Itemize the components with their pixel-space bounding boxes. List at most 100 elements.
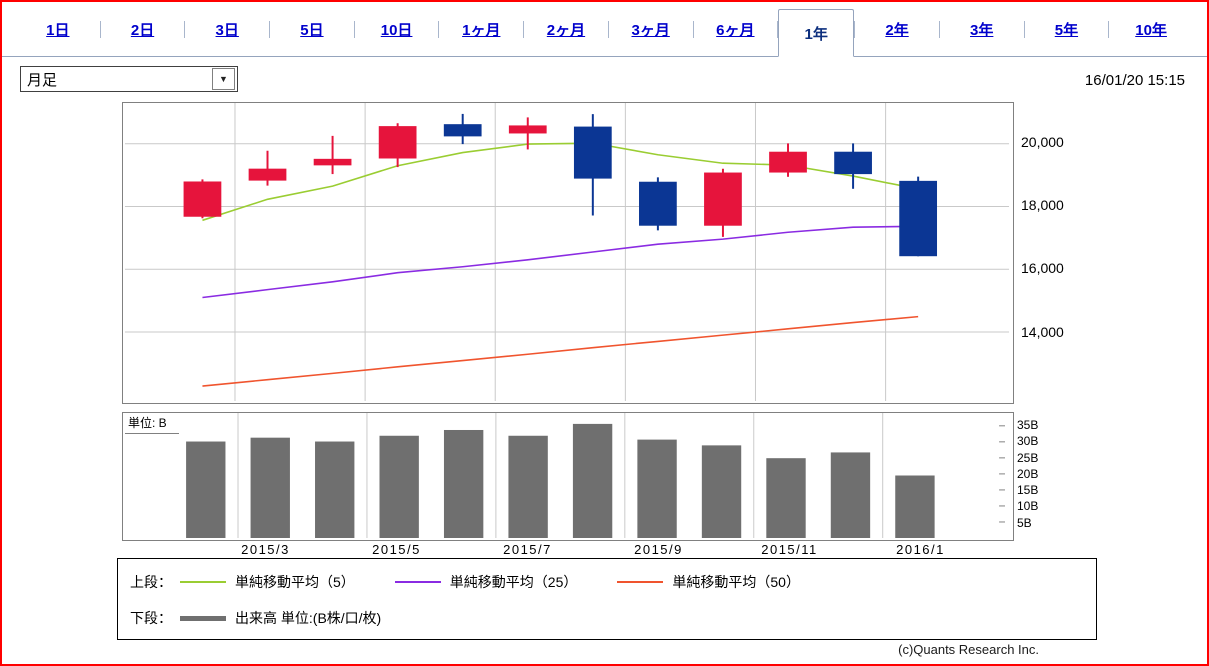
tab-separator — [353, 20, 355, 38]
tab-label: 3年 — [970, 21, 994, 39]
tab-label: 1日 — [46, 21, 70, 39]
volume-chart-canvas — [186, 413, 1005, 538]
volume-bar — [508, 435, 548, 538]
legend-box: 上段： 単純移動平均（5） 単純移動平均（25） 単純移動平均（50） 下段： 出来… — [117, 558, 1097, 640]
tab-separator — [777, 20, 779, 38]
tab-10年[interactable]: 10年 — [1109, 2, 1193, 56]
volume-axis-label: 15B — [1017, 483, 1039, 498]
x-axis-label: 2015/7 — [503, 542, 552, 557]
chart-type-selected-value: 月足 — [27, 71, 58, 89]
tab-label: 1ヶ月 — [462, 21, 501, 39]
volume-bar — [895, 475, 935, 538]
legend-item-label: 単純移動平均（25） — [449, 574, 578, 590]
tab-5年[interactable]: 5年 — [1025, 2, 1109, 56]
volume-bar — [637, 439, 677, 538]
tab-label: 6ヶ月 — [716, 21, 755, 39]
tab-separator — [1023, 20, 1025, 38]
price-y-axis: 20,000 18,000 16,000 14,000 — [1021, 102, 1091, 402]
candle-body — [378, 126, 417, 159]
price-chart-panel — [122, 102, 1014, 404]
volume-bar — [250, 437, 290, 538]
candle-body — [899, 180, 938, 257]
tab-separator — [607, 20, 609, 38]
legend-item: 単純移動平均（50） — [617, 572, 800, 592]
tab-3ヶ月[interactable]: 3ヶ月 — [609, 2, 693, 56]
tab-separator — [938, 20, 940, 38]
legend-line-sample — [180, 581, 226, 583]
tab-2ヶ月[interactable]: 2ヶ月 — [524, 2, 608, 56]
volume-bar — [572, 423, 613, 538]
tab-10日[interactable]: 10日 — [355, 2, 439, 56]
tab-label: 1年 — [804, 25, 828, 43]
tab-label: 3ヶ月 — [631, 21, 670, 39]
legend-line-sample — [617, 581, 664, 583]
tab-label: 2ヶ月 — [546, 21, 586, 39]
quote-timestamp: 16/01/20 15:15 — [1084, 72, 1185, 89]
tab-separator — [184, 20, 186, 38]
price-axis-label: 20,000 — [1021, 134, 1064, 151]
tab-separator — [269, 20, 271, 38]
tab-1ヶ月[interactable]: 1ヶ月 — [439, 2, 523, 56]
legend-item-label: 単純移動平均（5） — [235, 574, 355, 590]
x-axis: 2015/3 2015/5 2015/7 2015/9 2015/11 2016/1 — [122, 542, 1012, 560]
volume-unit-label: 単位: B — [125, 414, 179, 434]
tab-3年[interactable]: 3年 — [940, 2, 1024, 56]
tab-separator — [692, 20, 694, 38]
volume-axis-label: 20B — [1017, 466, 1039, 481]
tab-5日[interactable]: 5日 — [270, 2, 354, 56]
volume-axis-label: 30B — [1017, 434, 1039, 449]
volume-bar — [830, 452, 871, 538]
legend-item: 出来高 単位:(B株/口/枚) — [180, 608, 381, 628]
tab-1年[interactable]: 1年 — [778, 9, 855, 57]
chevron-down-icon: ▼ — [219, 74, 228, 84]
tab-separator — [438, 20, 440, 38]
chart-type-select[interactable]: 月足 ▼ — [20, 66, 238, 92]
legend-item: 単純移動平均（5） — [180, 572, 355, 592]
candle-body — [639, 181, 677, 226]
volume-bar — [186, 441, 226, 538]
tab-1日[interactable]: 1日 — [16, 2, 100, 56]
volume-axis-label: 35B — [1017, 418, 1039, 433]
price-axis-label: 18,000 — [1021, 197, 1064, 214]
price-axis-label: 16,000 — [1021, 260, 1064, 277]
tab-label: 2日 — [130, 21, 155, 39]
copyright: (c)Quants Research Inc. — [898, 642, 1039, 657]
x-axis-label: 2015/9 — [634, 542, 683, 557]
volume-bar — [443, 429, 484, 538]
legend-upper-row: 上段： 単純移動平均（5） 単純移動平均（25） 単純移動平均（50） — [130, 570, 1096, 594]
price-chart-canvas — [124, 103, 1010, 401]
tab-6ヶ月[interactable]: 6ヶ月 — [694, 2, 778, 56]
tab-2日[interactable]: 2日 — [101, 2, 185, 56]
candle-body — [769, 151, 807, 173]
volume-bar — [701, 445, 742, 538]
legend-item-label: 単純移動平均（50） — [672, 574, 800, 590]
legend-item: 単純移動平均（25） — [394, 572, 578, 592]
tab-label: 10年 — [1135, 21, 1167, 39]
sma-line — [202, 142, 919, 222]
x-axis-label: 2015/5 — [372, 542, 421, 557]
volume-axis-label: 5B — [1017, 515, 1032, 530]
tab-3日[interactable]: 3日 — [185, 2, 269, 56]
candle-body — [704, 172, 742, 226]
candle-body — [573, 126, 612, 179]
tab-label: 10日 — [380, 21, 413, 39]
x-axis-label: 2016/1 — [896, 542, 945, 557]
volume-y-axis: 35B 30B 25B 20B 15B 10B 5B — [1017, 412, 1077, 539]
volume-axis-label: 10B — [1017, 499, 1039, 514]
volume-bar — [379, 435, 419, 538]
tab-separator — [1108, 20, 1110, 38]
legend-lower-title: 下段： — [130, 610, 172, 626]
legend-line-sample — [394, 581, 441, 583]
tab-label: 2年 — [885, 21, 909, 39]
volume-axis-label: 25B — [1017, 450, 1039, 465]
tab-label: 5日 — [300, 21, 324, 39]
x-axis-label: 2015/11 — [761, 542, 818, 557]
dropdown-button[interactable]: ▼ — [212, 68, 235, 90]
legend-lower-items: 出来高 単位:(B株/口/枚) — [180, 608, 421, 628]
tab-label: 3日 — [215, 21, 239, 39]
tab-2年[interactable]: 2年 — [855, 2, 939, 56]
tab-separator — [523, 20, 525, 38]
candle-body — [443, 124, 482, 137]
period-tab-bar: 1日 2日 3日 5日 10日 1ヶ月 2ヶ月 3ヶ月 6ヶ月 1年 2年 3年 5年 10年 — [2, 2, 1207, 57]
